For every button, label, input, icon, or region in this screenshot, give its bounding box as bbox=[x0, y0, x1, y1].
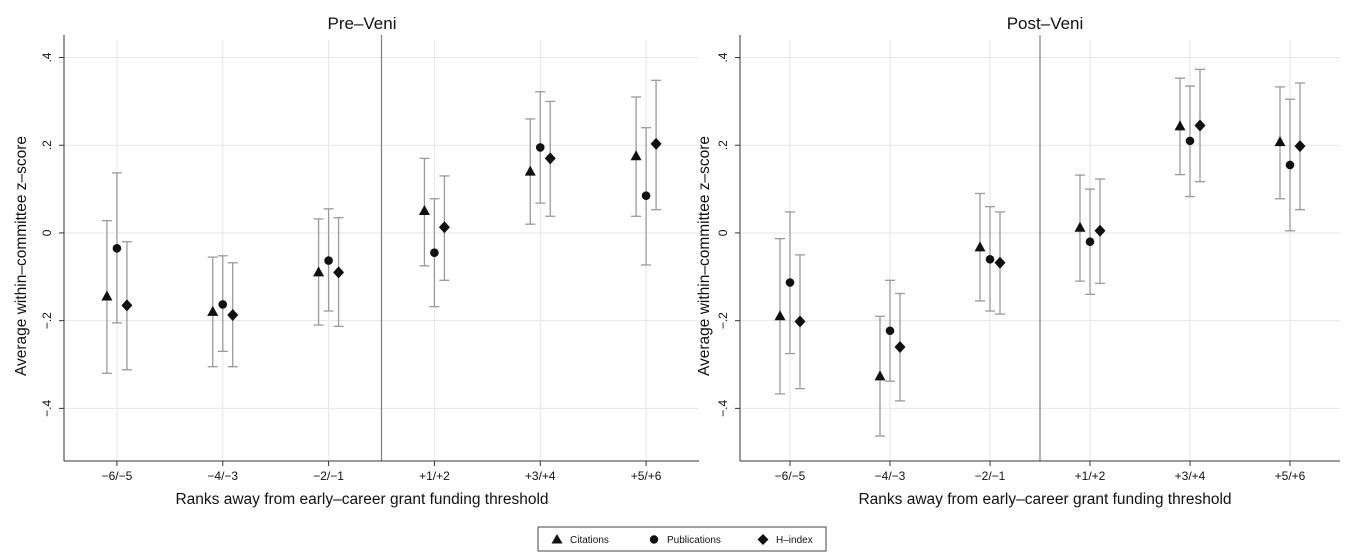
post-veni-x-tick-label: +3/+4 bbox=[1175, 469, 1206, 483]
post-veni-publications-circle-marker bbox=[885, 326, 895, 336]
legend-marker-citations bbox=[551, 534, 563, 544]
post-veni-y-tick-label: .2 bbox=[716, 140, 730, 150]
post-veni-x-tick-label: −2/−1 bbox=[975, 469, 1006, 483]
post-veni-publications-circle-marker bbox=[1185, 136, 1195, 146]
post-veni-x-tick-label: −6/−5 bbox=[775, 469, 806, 483]
post-veni-h-index-diamond-marker bbox=[894, 340, 906, 353]
pre-veni-y-tick-label: 0 bbox=[40, 229, 54, 236]
pre-veni-h-index-diamond-marker bbox=[333, 266, 345, 279]
pre-veni-citations-triangle-marker bbox=[313, 266, 325, 277]
pre-veni-publications-circle-marker bbox=[535, 143, 545, 152]
pre-veni-panel: Pre–Veni Average within–committee z–scor… bbox=[13, 14, 699, 508]
post-veni-x-tick-label: −4/−3 bbox=[875, 469, 906, 483]
pre-veni-x-tick-label: −2/−1 bbox=[313, 469, 344, 483]
post-veni-citations-triangle-marker bbox=[1174, 120, 1186, 131]
post-veni-citations-triangle-marker bbox=[774, 310, 786, 321]
pre-veni-h-index-diamond-marker bbox=[438, 221, 450, 234]
post-veni-y-tick-label: −.4 bbox=[716, 400, 730, 417]
pre-veni-y-tick-label: −.4 bbox=[40, 400, 54, 417]
pre-veni-citations-triangle-marker bbox=[207, 305, 219, 316]
pre-veni-h-index-diamond-marker bbox=[121, 299, 133, 312]
post-veni-publications-circle-marker bbox=[985, 254, 995, 264]
pre-veni-h-index-diamond-marker bbox=[650, 137, 662, 150]
pre-veni-publications-circle-marker bbox=[112, 244, 122, 253]
pre-veni-y-tick-label: .4 bbox=[40, 52, 54, 62]
legend-label-citations: Citations bbox=[570, 535, 609, 546]
pre-veni-h-index-diamond-marker bbox=[227, 308, 239, 321]
post-veni-x-axis-title: Ranks away from early–career grant fundi… bbox=[858, 491, 1231, 508]
post-veni-x-tick-label: +1/+2 bbox=[1075, 469, 1106, 483]
post-veni-publications-circle-marker bbox=[1285, 160, 1295, 170]
pre-veni-publications-circle-marker bbox=[218, 300, 228, 309]
pre-veni-x-tick-label: +3/+4 bbox=[525, 469, 556, 483]
pre-veni-panel-title: Pre–Veni bbox=[328, 14, 397, 33]
post-veni-publications-circle-marker bbox=[785, 278, 795, 287]
post-veni-h-index-diamond-marker bbox=[994, 256, 1006, 269]
legend: Citations Publications H–index bbox=[537, 526, 827, 552]
pre-veni-citations-triangle-marker bbox=[418, 205, 430, 216]
pre-veni-x-tick-label: −6/−5 bbox=[102, 469, 133, 483]
legend-label-publications: Publications bbox=[667, 535, 721, 546]
post-veni-h-index-diamond-marker bbox=[1194, 119, 1206, 132]
post-veni-citations-triangle-marker bbox=[1074, 221, 1086, 232]
pre-veni-publications-circle-marker bbox=[430, 248, 439, 257]
pre-veni-citations-triangle-marker bbox=[101, 290, 113, 301]
legend-marker-publications bbox=[649, 535, 659, 544]
pre-veni-x-axis-title: Ranks away from early–career grant fundi… bbox=[175, 491, 548, 508]
pre-veni-x-tick-label: +1/+2 bbox=[419, 469, 450, 483]
pre-veni-y-tick-label: −.2 bbox=[40, 312, 54, 329]
post-veni-citations-triangle-marker bbox=[1274, 136, 1286, 147]
post-veni-citations-triangle-marker bbox=[874, 370, 886, 381]
pre-veni-publications-circle-marker bbox=[641, 191, 651, 200]
post-veni-publications-circle-marker bbox=[1085, 237, 1095, 247]
post-veni-y-tick-label: .4 bbox=[716, 52, 730, 62]
pre-veni-x-tick-label: +5/+6 bbox=[631, 469, 662, 483]
post-veni-h-index-diamond-marker bbox=[794, 315, 806, 328]
post-veni-panel: Post–Veni Average within–committee z–sco… bbox=[696, 14, 1340, 508]
pre-veni-x-tick-label: −4/−3 bbox=[207, 469, 238, 483]
post-veni-x-tick-label: +5/+6 bbox=[1275, 469, 1306, 483]
post-veni-y-tick-label: −.2 bbox=[716, 312, 730, 329]
post-veni-h-index-diamond-marker bbox=[1094, 224, 1106, 237]
post-veni-panel-title: Post–Veni bbox=[1007, 14, 1084, 33]
pre-veni-citations-triangle-marker bbox=[630, 150, 642, 161]
pre-veni-citations-triangle-marker bbox=[524, 165, 536, 176]
pre-veni-y-tick-label: .2 bbox=[40, 140, 54, 150]
post-veni-y-axis-title: Average within–committee z–score bbox=[696, 136, 713, 376]
post-veni-y-tick-label: 0 bbox=[716, 229, 730, 236]
legend-label-h-index: H–index bbox=[776, 535, 813, 546]
post-veni-h-index-diamond-marker bbox=[1294, 140, 1306, 153]
pre-veni-publications-circle-marker bbox=[324, 256, 333, 265]
legend-marker-h-index bbox=[757, 534, 769, 545]
post-veni-citations-triangle-marker bbox=[974, 241, 986, 252]
legend-box bbox=[537, 526, 827, 552]
pre-veni-y-axis-title: Average within–committee z–score bbox=[13, 136, 30, 376]
pre-veni-h-index-diamond-marker bbox=[544, 152, 556, 165]
